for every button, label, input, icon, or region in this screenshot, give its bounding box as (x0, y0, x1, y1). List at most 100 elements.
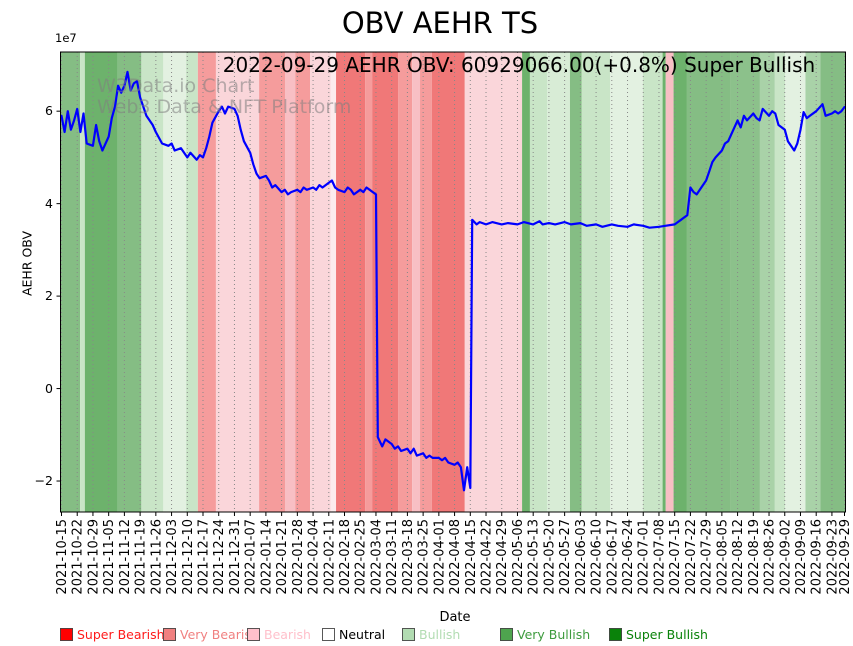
x-tick-label: 2021-12-17 (197, 519, 212, 595)
y-tick-label: 6 (45, 103, 53, 119)
sentiment-band-bullish_med (759, 52, 775, 512)
x-tick-label: 2022-06-10 (590, 519, 605, 595)
sentiment-band-very_bullish_dark (673, 52, 687, 512)
sentiment-band-bullish_med (805, 52, 821, 512)
sentiment-band-neutral_pink (330, 52, 337, 512)
x-tick-label: 2022-05-06 (511, 519, 526, 595)
legend-label-super-bearish: Super Bearish (77, 627, 165, 642)
legend-swatch-very-bullish (500, 628, 513, 641)
x-tick-label: 2022-03-18 (401, 519, 416, 595)
sentiment-band-bearish (412, 52, 421, 512)
x-tick-label: 2022-07-22 (684, 519, 699, 595)
x-tick-label: 2022-09-09 (794, 519, 809, 595)
x-tick-label: 2022-01-28 (291, 519, 306, 595)
x-tick-label: 2022-04-22 (480, 519, 495, 595)
x-tick-label: 2022-02-18 (338, 519, 353, 595)
x-tick-label: 2022-01-21 (275, 519, 290, 595)
obv-line (60, 70, 846, 492)
x-tick-label: 2022-07-08 (652, 519, 667, 595)
plot-border (60, 51, 846, 513)
x-tick-label: 2022-07-29 (700, 519, 715, 595)
legend-swatch-neutral (322, 628, 335, 641)
x-tick-label: 2022-04-08 (448, 519, 463, 595)
sentiment-band-bullish (529, 52, 548, 512)
x-tick-label: 2022-01-07 (244, 519, 259, 595)
y-tick-label: −2 (34, 473, 53, 489)
legend-swatch-super-bullish (609, 628, 622, 641)
x-tick-label: 2022-02-25 (354, 519, 369, 595)
x-tick-label: 2021-12-03 (165, 519, 180, 595)
x-tick-label: 2022-04-29 (495, 519, 510, 595)
x-tick-label: 2022-08-19 (747, 519, 762, 595)
sentiment-band-very_bullish_dark (662, 52, 666, 512)
x-tick-label: 2022-02-04 (307, 519, 322, 595)
sentiment-band-very_bearish (197, 52, 216, 512)
x-tick-label: 2022-08-12 (731, 519, 746, 595)
sentiment-band-bullish (141, 52, 164, 512)
x-tick-label: 2022-03-11 (385, 519, 400, 595)
x-tick-label: 2021-10-29 (86, 519, 101, 595)
chart-subtitle: 2022-09-29 AEHR OBV: 60929066.00(+0.8%) … (222, 53, 816, 77)
x-tick-label: 2022-04-01 (432, 519, 447, 595)
x-tick-label: 2022-09-16 (810, 519, 825, 595)
sentiment-band-bullish (774, 52, 786, 512)
x-tick-label: 2022-08-05 (715, 519, 730, 595)
sentiment-band-bearish_pale (215, 52, 260, 512)
x-tick-label: 2021-10-15 (55, 519, 70, 595)
x-tick-label: 2022-08-26 (763, 519, 778, 595)
legend-swatch-bearish (247, 628, 260, 641)
y-tick-label: 0 (45, 380, 53, 396)
sentiment-band-bullish (581, 52, 610, 512)
x-tick-label: 2022-06-03 (574, 519, 589, 595)
legend-label-very-bearish: Very Bearish (180, 627, 259, 642)
x-tick-label: 2022-07-01 (637, 519, 652, 595)
sentiment-band-very_bearish (365, 52, 373, 512)
x-tick-label: 2022-05-13 (527, 519, 542, 595)
x-tick-label: 2021-11-19 (134, 519, 149, 595)
sentiment-band-bullish (642, 52, 663, 512)
sentiment-band-super_bearish (336, 52, 366, 512)
legend-label-super-bullish: Super Bullish (626, 627, 708, 642)
y-axis-offset-text: 1e7 (55, 31, 77, 45)
y-tick-label: 4 (45, 195, 53, 211)
watermark-line1: W3Data.io Chart (97, 75, 255, 97)
sentiment-band-very_bullish_med (569, 52, 582, 512)
sentiment-band-very_bullish_med (820, 52, 846, 512)
x-tick-label: 2022-05-27 (558, 519, 573, 595)
x-tick-label: 2022-06-24 (621, 519, 636, 595)
chart-title: OBV AEHR TS (341, 6, 539, 40)
sentiment-band-very_bearish (398, 52, 413, 512)
watermark-line2: Web3 Data & NFT Platform (97, 96, 352, 118)
sentiment-band-very_bullish_med2 (730, 52, 760, 512)
x-tick-label: 2022-07-15 (668, 519, 683, 595)
legend-swatch-very-bearish (163, 628, 176, 641)
sentiment-band-bullish_palest (163, 52, 187, 512)
x-tick-label: 2022-03-25 (417, 519, 432, 595)
x-tick-label: 2021-10-22 (71, 519, 86, 595)
sentiment-band-super_bearish (431, 52, 465, 512)
x-tick-label: 2021-12-24 (212, 519, 227, 595)
x-tick-label: 2022-09-02 (778, 519, 793, 595)
x-tick-label: 2021-12-10 (181, 519, 196, 595)
legend-label-neutral: Neutral (339, 627, 386, 642)
sentiment-band-bullish_palest (610, 52, 643, 512)
y-tick-label: 2 (45, 288, 53, 304)
sentiment-band-bearish_pale (464, 52, 523, 512)
sentiment-band-very_bullish_dark (522, 52, 530, 512)
x-tick-label: 2022-09-23 (825, 519, 840, 595)
sentiment-band-very_bearish (420, 52, 432, 512)
sentiment-band-very_bullish_med (117, 52, 142, 512)
sentiment-band-bearish (665, 52, 674, 512)
x-tick-label: 2021-11-05 (102, 519, 117, 595)
x-tick-label: 2022-05-20 (542, 519, 557, 595)
sentiment-band-very_bullish_med (60, 52, 81, 512)
legend-swatch-super-bearish (60, 628, 73, 641)
sentiment-band-very_bullish_dark (84, 52, 118, 512)
sentiment-band-bullish_palest (785, 52, 806, 512)
x-tick-label: 2022-01-14 (259, 519, 274, 595)
x-tick-label: 2022-06-17 (605, 519, 620, 595)
legend-label-very-bullish: Very Bullish (517, 627, 591, 642)
sentiment-band-very_bearish (259, 52, 286, 512)
